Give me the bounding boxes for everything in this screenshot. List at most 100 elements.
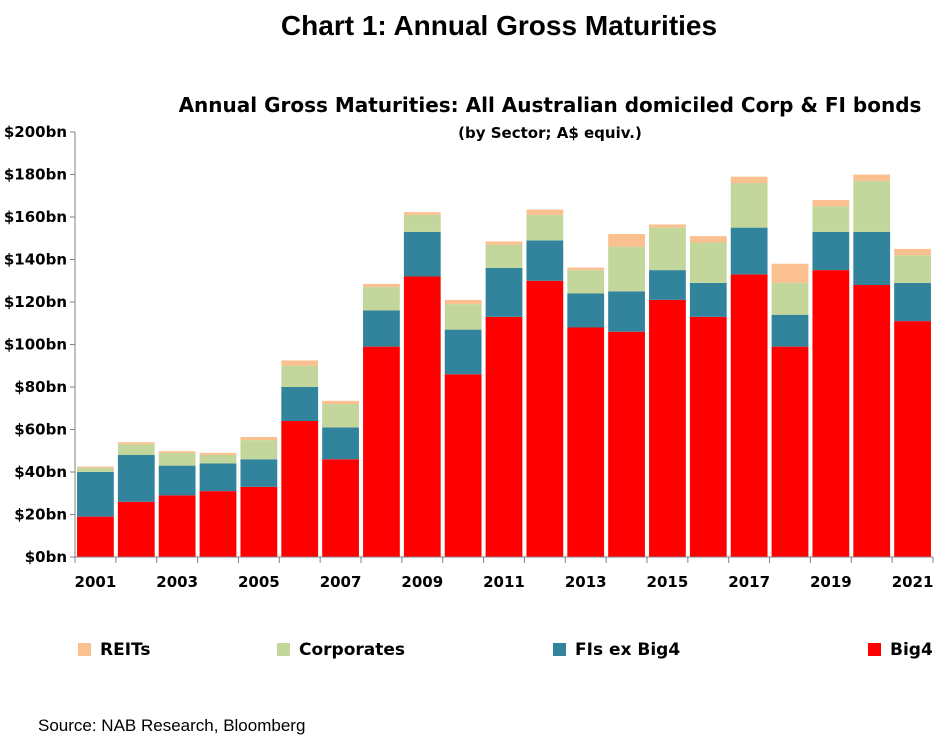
y-tick-label: $120bn bbox=[4, 293, 67, 311]
bar-corporates-2021 bbox=[894, 255, 931, 283]
bar-reits-2013 bbox=[567, 267, 605, 271]
bar-reits-2002 bbox=[117, 442, 155, 445]
bar-corporates-2013 bbox=[567, 270, 605, 294]
bar-corporates-2001 bbox=[77, 467, 114, 472]
bar-big4-2006 bbox=[281, 421, 319, 557]
bar-fis-ex-big4-2002 bbox=[117, 455, 155, 502]
bar-fis-ex-big4-2005 bbox=[240, 459, 278, 487]
y-tick-label: $40bn bbox=[14, 463, 67, 481]
bar-reits-2021 bbox=[894, 248, 931, 256]
chart-subtitle: (by Sector; A$ equiv.) bbox=[458, 124, 642, 142]
bar-fis-ex-big4-2006 bbox=[281, 387, 319, 421]
bar-corporates-2020 bbox=[853, 180, 891, 232]
bar-big4-2019 bbox=[812, 270, 850, 557]
bar-reits-2003 bbox=[158, 451, 196, 453]
bar-reits-2015 bbox=[649, 224, 686, 228]
legend-swatch-corporates bbox=[277, 643, 290, 656]
x-tick-label: 2017 bbox=[728, 573, 770, 591]
bar-fis-ex-big4-2017 bbox=[730, 227, 768, 275]
bar-reits-2009 bbox=[403, 212, 441, 215]
bar-corporates-2004 bbox=[199, 455, 237, 464]
bar-fis-ex-big4-2007 bbox=[322, 427, 359, 460]
bar-fis-ex-big4-2019 bbox=[812, 231, 850, 271]
bar-reits-2012 bbox=[526, 209, 564, 215]
bar-corporates-2007 bbox=[322, 404, 359, 428]
bar-fis-ex-big4-2010 bbox=[444, 329, 482, 375]
bar-big4-2005 bbox=[240, 486, 278, 557]
bar-fis-ex-big4-2008 bbox=[363, 310, 400, 347]
bar-reits-2011 bbox=[485, 241, 523, 245]
y-tick-label: $180bn bbox=[4, 166, 67, 184]
bar-big4-2008 bbox=[363, 346, 400, 557]
bar-reits-2008 bbox=[363, 283, 400, 288]
bar-big4-2009 bbox=[403, 276, 441, 557]
x-tick-label: 2021 bbox=[892, 573, 934, 591]
bar-big4-2004 bbox=[199, 491, 237, 557]
bar-big4-2020 bbox=[853, 285, 891, 557]
bar-corporates-2016 bbox=[689, 242, 727, 283]
bar-reits-2006 bbox=[281, 360, 319, 366]
x-tick-label: 2001 bbox=[75, 573, 117, 591]
legend-label-big4: Big4 bbox=[890, 640, 933, 660]
bar-corporates-2003 bbox=[158, 452, 196, 466]
legend-label-fis-ex-big4: FIs ex Big4 bbox=[575, 640, 680, 660]
bar-big4-2018 bbox=[771, 346, 809, 557]
bar-big4-2011 bbox=[485, 316, 523, 557]
x-tick-label: 2015 bbox=[647, 573, 689, 591]
bar-fis-ex-big4-2011 bbox=[485, 268, 523, 317]
x-tick-label: 2003 bbox=[156, 573, 198, 591]
bar-corporates-2009 bbox=[403, 214, 441, 232]
bar-corporates-2019 bbox=[812, 206, 850, 232]
x-tick-label: 2013 bbox=[565, 573, 607, 591]
y-tick-label: $140bn bbox=[4, 251, 67, 269]
legend-swatch-fis-ex-big4 bbox=[553, 643, 566, 656]
bar-corporates-2014 bbox=[608, 246, 645, 292]
bar-corporates-2018 bbox=[771, 282, 809, 315]
page-title: Chart 1: Annual Gross Maturities bbox=[280, 10, 718, 41]
x-tick-label: 2011 bbox=[483, 573, 525, 591]
bar-reits-2004 bbox=[199, 452, 237, 455]
bar-reits-2017 bbox=[730, 176, 768, 183]
bar-big4-2017 bbox=[730, 274, 768, 557]
x-tick-label: 2019 bbox=[810, 573, 852, 591]
bar-corporates-2010 bbox=[444, 304, 482, 330]
bar-fis-ex-big4-2016 bbox=[689, 282, 727, 317]
bar-fis-ex-big4-2015 bbox=[649, 270, 686, 300]
y-tick-label: $200bn bbox=[4, 123, 67, 141]
bar-reits-2014 bbox=[608, 234, 645, 247]
y-tick-label: $60bn bbox=[14, 421, 67, 439]
legend-label-reits: REITs bbox=[100, 640, 151, 660]
bar-big4-2003 bbox=[158, 495, 196, 557]
bar-big4-2013 bbox=[567, 327, 605, 557]
bar-big4-2012 bbox=[526, 280, 564, 557]
bar-reits-2001 bbox=[77, 466, 114, 468]
bar-big4-2007 bbox=[322, 459, 359, 557]
stacked-bar-chart: Annual Gross Maturities: All Australian … bbox=[4, 93, 934, 660]
bar-reits-2016 bbox=[689, 236, 727, 243]
bar-fis-ex-big4-2004 bbox=[199, 463, 237, 492]
legend-swatch-big4 bbox=[868, 643, 881, 656]
bar-big4-2001 bbox=[77, 516, 114, 557]
bar-corporates-2012 bbox=[526, 214, 564, 241]
x-tick-label: 2007 bbox=[320, 573, 362, 591]
y-tick-label: $20bn bbox=[14, 506, 67, 524]
y-tick-label: $160bn bbox=[4, 208, 67, 226]
bar-big4-2016 bbox=[689, 316, 727, 557]
bar-fis-ex-big4-2014 bbox=[608, 291, 645, 332]
bar-fis-ex-big4-2009 bbox=[403, 231, 441, 277]
bar-reits-2019 bbox=[812, 200, 850, 207]
bar-fis-ex-big4-2021 bbox=[894, 282, 931, 322]
bar-big4-2010 bbox=[444, 374, 482, 557]
bar-corporates-2017 bbox=[730, 183, 768, 228]
bar-reits-2010 bbox=[444, 299, 482, 305]
y-tick-label: $100bn bbox=[4, 336, 67, 354]
bar-fis-ex-big4-2020 bbox=[853, 231, 891, 285]
bar-fis-ex-big4-2012 bbox=[526, 240, 564, 281]
x-tick-label: 2009 bbox=[401, 573, 443, 591]
bar-big4-2014 bbox=[608, 331, 645, 557]
plot-area: $0bn $20bn $40bn $60bn $80bn $100bn $120bn $140… bbox=[4, 123, 934, 591]
bar-corporates-2008 bbox=[363, 287, 400, 311]
source-note: Source: NAB Research, Bloomberg bbox=[38, 716, 306, 735]
x-tick-label: 2005 bbox=[238, 573, 280, 591]
legend: REITs Corporates FIs ex Big4 Big4 bbox=[78, 640, 933, 660]
